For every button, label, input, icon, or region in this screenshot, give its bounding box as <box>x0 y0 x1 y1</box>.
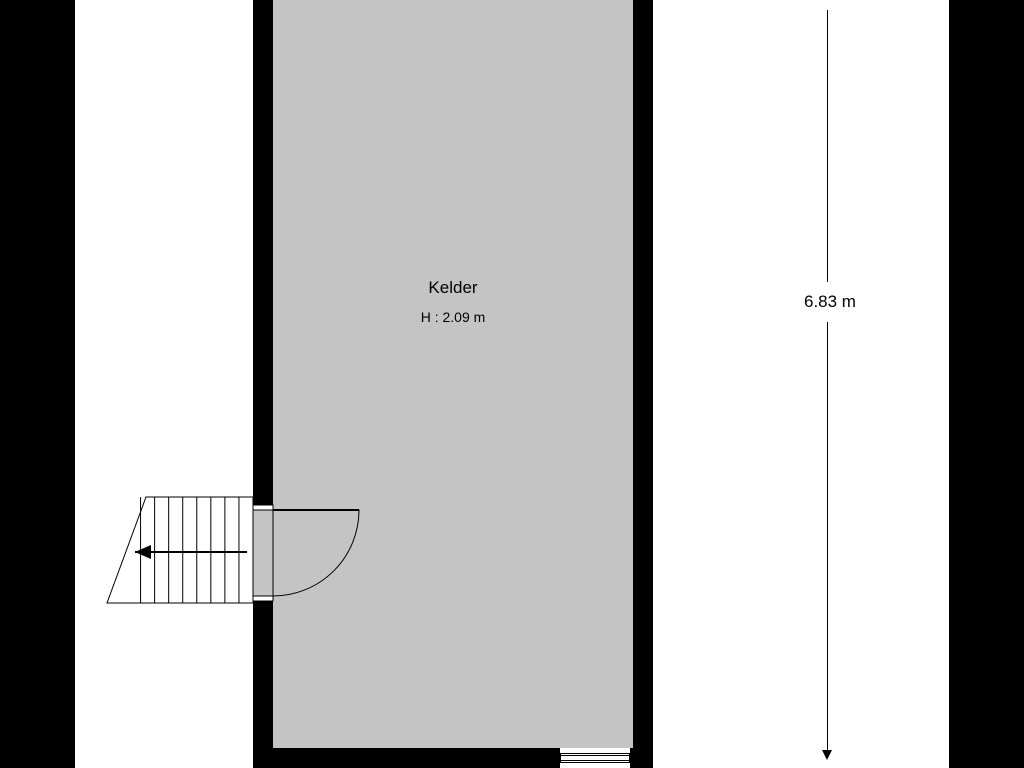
dimension-label: 6.83 m <box>800 282 860 322</box>
room-floor <box>273 0 633 748</box>
floorplan-stage: Kelder H : 2.09 m 6.83 m <box>0 0 1024 768</box>
letterbox-right <box>949 0 1024 768</box>
dimension-line <box>827 10 828 752</box>
dimension-arrowhead <box>822 750 832 760</box>
door-opening <box>253 510 273 596</box>
window-sash <box>560 753 630 763</box>
letterbox-left <box>0 0 75 768</box>
room-height-label: H : 2.09 m <box>373 307 533 328</box>
room-label: Kelder H : 2.09 m <box>373 275 533 328</box>
room-name: Kelder <box>373 275 533 301</box>
